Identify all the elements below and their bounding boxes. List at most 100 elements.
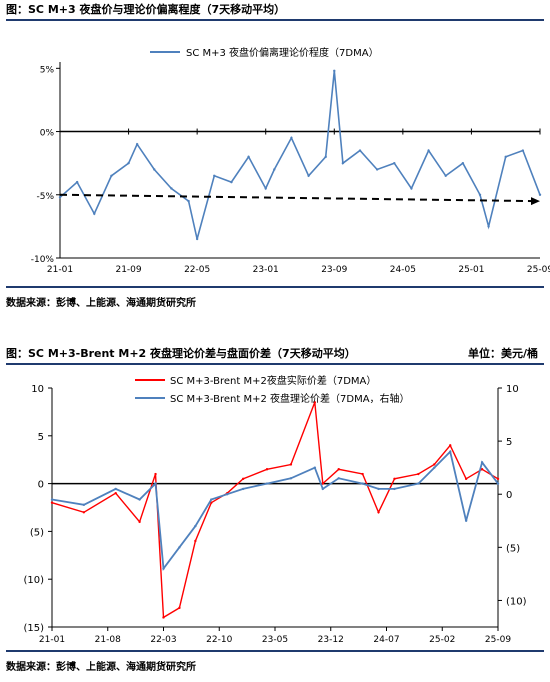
chart2-series-theory-point (337, 477, 340, 480)
chart2-series-theory-point (241, 487, 245, 491)
chart1-source: 数据来源：彭博、上能源、海通期货研究所 (6, 286, 544, 309)
chart2-svg: 10 5 0 (5) (10) (15) 10 5 0 (5) (10) 21-01 21-08 22-0… (23, 374, 527, 645)
chart1-series-point (230, 180, 233, 184)
chart1-x-tick-label: 23-09 (321, 265, 347, 275)
chart2-series-actual-point (154, 472, 157, 476)
chart1-series-point (478, 193, 482, 196)
chart1-series-point (333, 69, 336, 73)
chart2-series-theory-point (154, 482, 157, 485)
chart2-series-actual-point (496, 477, 500, 481)
chart2-series-actual-point (265, 468, 269, 471)
chart2-series-theory-point (393, 487, 396, 491)
chart2-right-tick-label: (10) (506, 596, 527, 607)
chart2-series-theory-point (210, 498, 213, 501)
chart1-series-point (153, 168, 156, 171)
chart1-series-point (290, 136, 293, 140)
chart2-series-theory-point (50, 498, 54, 501)
chart2-left-tick-label: 5 (38, 432, 44, 443)
chart2-series-theory-point (361, 482, 364, 485)
chart1-y-tick-label: -10% (31, 255, 55, 265)
chart1-series-point (213, 174, 216, 178)
chart2-series-actual-point (114, 491, 117, 495)
chart1-series-point (307, 174, 310, 178)
chart1-legend-label: SC M+3 夜盘价偏离理论价程度（7DMA） (186, 46, 379, 59)
chart2-series-actual-point (82, 511, 86, 514)
chart2-right-tick-label: 10 (506, 384, 519, 395)
chart1-x-tick-label: 25-09 (527, 265, 550, 275)
chart2-x-tick-label: 25-02 (429, 635, 455, 645)
chart2-series-actual-point (289, 463, 293, 466)
chart1-series-point (504, 155, 507, 159)
chart1-series-point (427, 149, 430, 152)
chart2-series-actual-point (377, 511, 380, 514)
chart2-left-tick-label: (5) (30, 527, 44, 538)
chart2-series-theory-point (417, 482, 420, 485)
chart1-series-point (538, 193, 542, 196)
chart2-series-actual-point (50, 501, 54, 504)
chart1-series-point (375, 168, 379, 171)
chart1-series-point (461, 161, 465, 165)
chart2-x-tick-label: 21-01 (39, 635, 65, 645)
chart1-series-point (247, 155, 250, 159)
chart1-series-point (521, 149, 525, 152)
chart1-title: 图：SC M+3 夜盘价与理论价偏离程度（7天移动平均） (6, 2, 544, 21)
chart1-y-tick-label: 5% (40, 65, 55, 75)
chart1-trend-dashed-line (59, 193, 535, 203)
chart1-series-point (444, 174, 447, 178)
chart2-series-theory-point (289, 477, 293, 480)
chart2-x-tick-label: 23-05 (262, 635, 288, 645)
chart1-y-tick-label: 0% (40, 129, 55, 139)
chart2-series-actual-point (194, 539, 197, 543)
chart1-series-point (264, 187, 267, 190)
chart1-series-point (110, 174, 113, 178)
chart1-trend-arrowhead (531, 197, 540, 206)
chart2-series-theory-point (321, 487, 324, 491)
chart1-series-point (58, 196, 62, 199)
chart2-series-actual-point (241, 477, 245, 481)
chart2-series-theory-point (82, 503, 86, 507)
chart2-series-actual-point (480, 468, 484, 471)
chart2-series-actual-point (393, 477, 396, 481)
chart1-series-point (487, 225, 490, 228)
chart2-series-theory-point (194, 524, 197, 528)
chart2-series-theory-point (496, 482, 500, 485)
chart2-series-theory-point (464, 519, 468, 522)
chart2-x-tick-label: 22-10 (206, 635, 232, 645)
chart2-series-theory-point (114, 487, 117, 491)
chart1-series-point (393, 161, 396, 165)
chart2-series-actual-point (361, 472, 364, 476)
chart1-series-point (273, 168, 276, 171)
chart2-series-theory-point (433, 466, 436, 469)
chart1-series-point (93, 212, 96, 215)
chart1-svg: 5% 0% -5% -10%21-01 21-09 22-05 23-01 23-09 24-0… (31, 46, 550, 275)
chart1-x-tick-label: 24-05 (390, 265, 416, 275)
chart1-series-point (170, 187, 173, 190)
chart2-series-theory-point (449, 450, 452, 453)
chart2-left-tick-label: 10 (31, 384, 44, 395)
chart2-x-tick-label: 22-03 (150, 635, 176, 645)
chart1-series-point (75, 180, 79, 184)
chart2-series-actual-point (449, 444, 452, 447)
chart2-series-theory-line (51, 449, 499, 572)
chart2-right-tick-label: (5) (506, 543, 520, 554)
chart2-left-tick-label: (15) (23, 623, 44, 634)
chart2-series-actual-line (51, 402, 499, 619)
chart2-series-theory-point (178, 546, 181, 549)
chart2-series-theory-point (226, 493, 229, 496)
chart2-right-tick-label: 0 (506, 490, 512, 501)
chart2-series-theory-point (162, 567, 165, 570)
chart1-series-point (135, 142, 139, 146)
chart2-series-theory-point (313, 466, 317, 469)
chart2-x-tick-label: 24-07 (373, 635, 399, 645)
chart2-series-actual-point (321, 482, 324, 485)
chart2-left-tick-label: 0 (38, 480, 44, 491)
chart2-series-theory-point (480, 461, 484, 464)
chart2-right-tick-label: 5 (506, 437, 512, 448)
chart2-unit: 单位：美元/桶 (467, 347, 538, 360)
chart2-x-tick-label: 25-09 (485, 635, 511, 645)
chart2-series-theory-point (265, 482, 269, 485)
chart2-source: 数据来源：彭博、上能源、海通期货研究所 (6, 650, 544, 673)
chart1-series-point (187, 199, 190, 203)
chart2-left-tick-label: (10) (23, 575, 44, 586)
chart1-series-point (127, 161, 130, 165)
